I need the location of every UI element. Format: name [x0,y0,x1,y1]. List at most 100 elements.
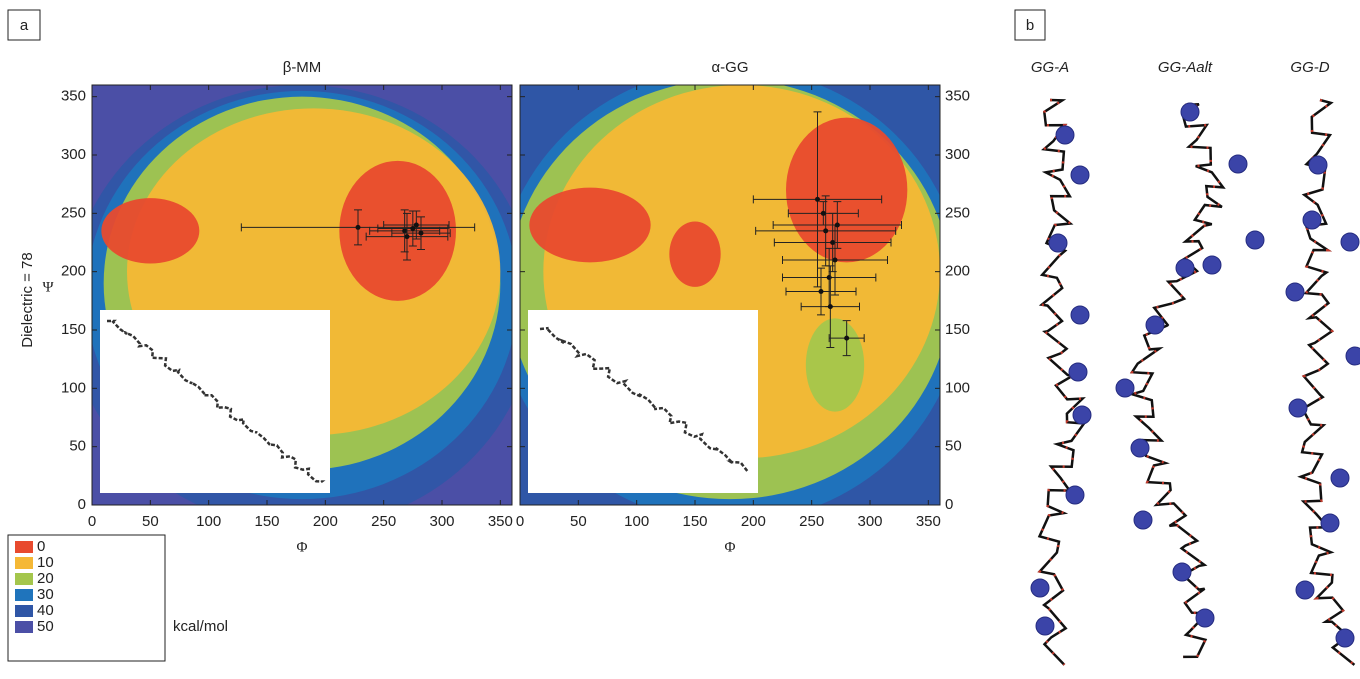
legend-label: 20 [37,570,54,587]
y-tick-label: 50 [69,438,86,455]
y-tick-label: 150 [61,321,86,338]
x-tick-label: 100 [196,513,221,530]
ion [1321,514,1339,532]
ion [1331,469,1349,487]
y-tick-label: 350 [61,88,86,105]
contour-region [101,198,199,263]
structure-label: GG-Aalt [1158,59,1213,76]
contour-region [786,118,907,263]
structure-label: GG-A [1031,59,1069,76]
figure: a b Dielectric = 78 β-MMΦΨ05010015020025… [0,0,1360,674]
ion [1116,379,1134,397]
x-tick-label: 200 [741,513,766,530]
data-point [419,231,424,236]
ion [1134,511,1152,529]
ion [1146,316,1164,334]
x-tick-label: 0 [516,513,524,530]
panel-label: b [1026,17,1034,34]
x-tick-label: 350 [916,513,941,530]
chart-title: β-MM [283,59,322,76]
data-point [821,211,826,216]
y-tick-label: 200 [61,263,86,280]
ion [1131,439,1149,457]
page: {"panel_labels": ["a", "b"], "y_axis_out… [0,0,1360,674]
x-tick-label: 50 [570,513,587,530]
ion [1246,231,1264,249]
legend-swatch [15,605,33,617]
x-tick-label: 50 [142,513,159,530]
legend-label: 10 [37,554,54,571]
x-tick-label: 100 [624,513,649,530]
chart-title: α-GG [711,59,748,76]
ion [1336,629,1354,647]
y-tick-label: 250 [945,204,970,221]
panel-label: a [20,17,29,34]
y-tick-label: 50 [945,438,962,455]
y-tick-label: 200 [945,263,970,280]
x-tick-label: 150 [682,513,707,530]
contour-region [529,188,650,263]
data-point [815,197,820,202]
contour-region [806,318,864,411]
molecule-backbone [1040,100,1085,665]
ion [1341,233,1359,251]
ion [1346,347,1360,365]
ion [1289,399,1307,417]
inset [528,310,758,493]
ion [1036,617,1054,635]
ion [1073,406,1091,424]
y-tick-label: 100 [945,379,970,396]
data-point [833,258,838,263]
ion [1296,581,1314,599]
ion [1203,256,1221,274]
structure-label: GG-D [1290,59,1329,76]
legend-swatch [15,589,33,601]
legend-label: 40 [37,602,54,619]
x-tick-label: 300 [857,513,882,530]
ion [1066,486,1084,504]
data-point [405,234,410,239]
legend-swatch [15,557,33,569]
y-tick-label: 0 [945,496,953,513]
x-tick-label: 250 [371,513,396,530]
ion [1309,156,1327,174]
x-tick-label: 150 [254,513,279,530]
data-point [828,304,833,309]
data-point [414,223,419,228]
y-axis-label: Ψ [42,279,54,295]
molecule-backbone [1301,100,1355,665]
y-tick-label: 150 [945,321,970,338]
x-tick-label: 300 [429,513,454,530]
data-point [827,275,832,280]
legend-label: 0 [37,538,45,555]
ion [1049,234,1067,252]
ion [1196,609,1214,627]
ion [1071,166,1089,184]
y-tick-label: 250 [61,204,86,221]
legend-swatch [15,573,33,585]
data-point [835,223,840,228]
ion [1069,363,1087,381]
contour-region [669,222,720,287]
legend-swatch [15,541,33,553]
data-point [819,289,824,294]
data-point [823,228,828,233]
x-axis-label: Φ [725,539,736,555]
ion [1229,155,1247,173]
data-point [402,228,407,233]
y-tick-label: 350 [945,88,970,105]
ion [1031,579,1049,597]
outer-y-label: Dielectric = 78 [19,252,36,347]
x-tick-label: 250 [799,513,824,530]
legend-label: 30 [37,586,54,603]
legend-unit: kcal/mol [173,618,228,635]
legend-label: 50 [37,618,54,635]
x-tick-label: 0 [88,513,96,530]
x-axis-label: Φ [297,539,308,555]
data-point [356,225,361,230]
ion [1303,211,1321,229]
ion [1181,103,1199,121]
y-tick-label: 100 [61,379,86,396]
y-tick-label: 300 [945,146,970,163]
x-tick-label: 200 [313,513,338,530]
